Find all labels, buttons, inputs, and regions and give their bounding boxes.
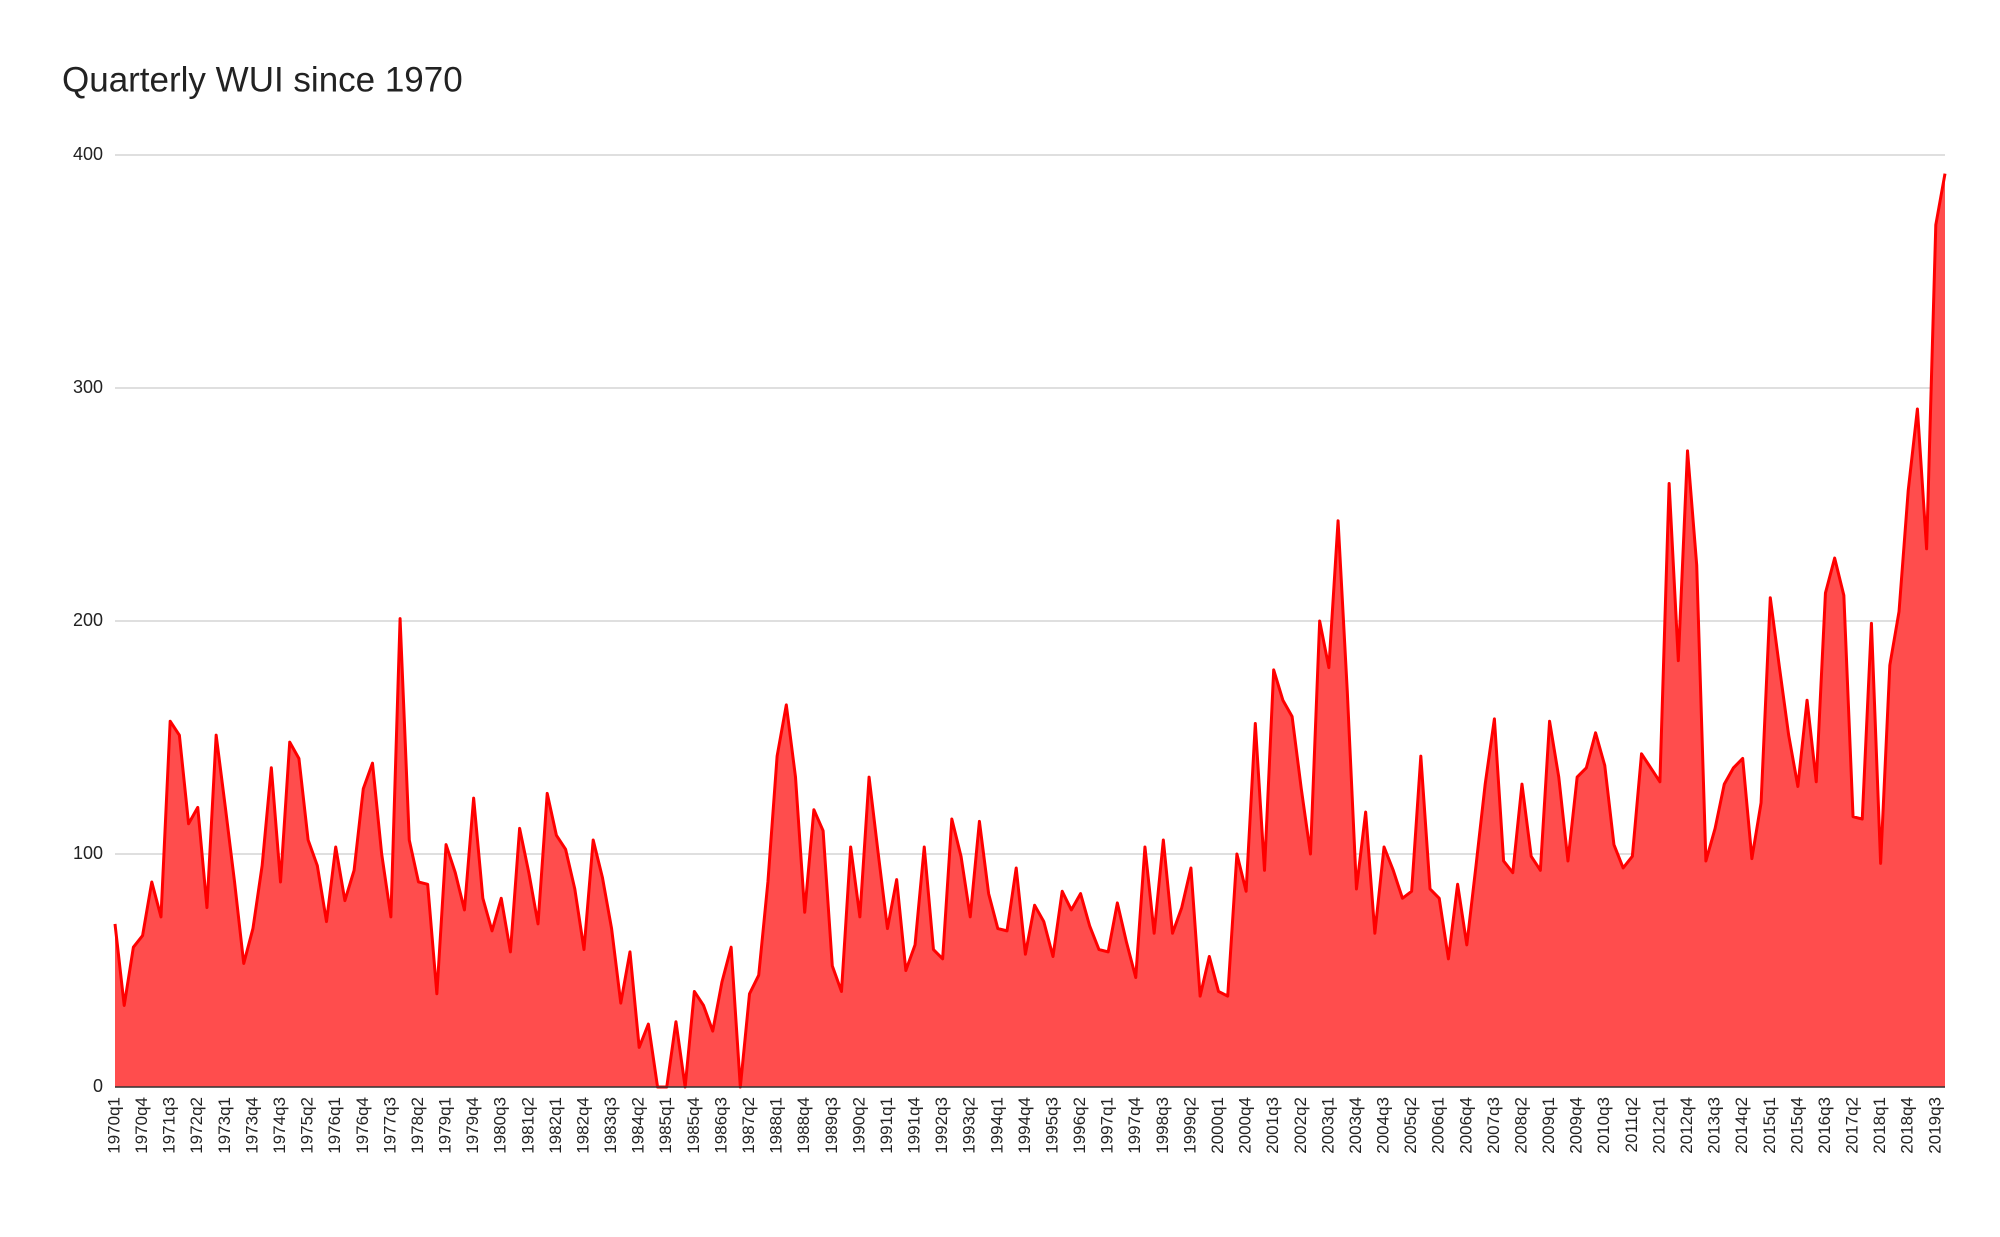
x-tick-label: 1973q1 xyxy=(215,1097,234,1154)
x-tick-label: 2001q3 xyxy=(1263,1097,1282,1154)
x-tick-label: 1980q3 xyxy=(491,1097,510,1154)
x-tick-label: 2008q2 xyxy=(1511,1097,1530,1154)
y-tick-label: 300 xyxy=(73,377,103,397)
x-tick-label: 1985q4 xyxy=(684,1097,703,1154)
x-tick-label: 2017q2 xyxy=(1843,1097,1862,1154)
x-tick-label: 2003q4 xyxy=(1346,1097,1365,1154)
x-tick-label: 1994q4 xyxy=(1015,1097,1034,1154)
x-tick-label: 1979q1 xyxy=(436,1097,455,1154)
x-tick-label: 1993q2 xyxy=(960,1097,979,1154)
x-tick-label: 2013q3 xyxy=(1705,1097,1724,1154)
x-tick-label: 2002q2 xyxy=(1291,1097,1310,1154)
x-tick-label: 1982q1 xyxy=(546,1097,565,1154)
x-tick-label: 2005q2 xyxy=(1401,1097,1420,1154)
x-tick-label: 1997q4 xyxy=(1125,1097,1144,1154)
y-tick-label: 200 xyxy=(73,610,103,630)
x-tick-label: 1988q4 xyxy=(794,1097,813,1154)
x-tick-label: 2015q4 xyxy=(1787,1097,1806,1154)
x-tick-label: 1976q4 xyxy=(353,1097,372,1154)
x-tick-label: 1991q1 xyxy=(877,1097,896,1154)
x-tick-label: 1981q2 xyxy=(518,1097,537,1154)
x-tick-label: 1998q3 xyxy=(1153,1097,1172,1154)
x-tick-label: 1976q1 xyxy=(325,1097,344,1154)
x-tick-label: 1973q4 xyxy=(242,1097,261,1154)
x-tick-label: 2006q1 xyxy=(1429,1097,1448,1154)
x-tick-label: 1987q2 xyxy=(739,1097,758,1154)
x-tick-label: 1971q3 xyxy=(160,1097,179,1154)
x-tick-label: 1985q1 xyxy=(656,1097,675,1154)
x-tick-label: 1970q4 xyxy=(132,1097,151,1154)
x-tick-label: 1977q3 xyxy=(380,1097,399,1154)
x-tick-label: 1983q3 xyxy=(601,1097,620,1154)
x-tick-label: 1972q2 xyxy=(187,1097,206,1154)
y-tick-label: 0 xyxy=(93,1076,103,1096)
x-tick-label: 2000q4 xyxy=(1236,1097,1255,1154)
x-tick-label: 1986q3 xyxy=(711,1097,730,1154)
x-tick-label: 1978q2 xyxy=(408,1097,427,1154)
x-tick-label: 1996q2 xyxy=(1070,1097,1089,1154)
x-tick-label: 2006q4 xyxy=(1456,1097,1475,1154)
x-tick-label: 1995q3 xyxy=(1042,1097,1061,1154)
x-tick-label: 1988q1 xyxy=(767,1097,786,1154)
x-tick-label: 1984q2 xyxy=(629,1097,648,1154)
line xyxy=(113,173,1947,1089)
x-tick-label: 1982q4 xyxy=(573,1097,592,1154)
y-tick-label: 100 xyxy=(73,843,103,863)
x-tick-label: 2014q2 xyxy=(1732,1097,1751,1154)
x-tick-label: 2016q3 xyxy=(1815,1097,1834,1154)
x-tick-label: 2012q1 xyxy=(1649,1097,1668,1154)
x-tick-label: 2009q1 xyxy=(1539,1097,1558,1154)
x-tick-label: 2011q2 xyxy=(1622,1097,1641,1152)
x-tick-label: 2015q1 xyxy=(1760,1097,1779,1154)
x-tick-label: 1979q4 xyxy=(463,1097,482,1154)
x-tick-label: 2004q3 xyxy=(1374,1097,1393,1154)
x-tick-label: 2009q4 xyxy=(1567,1097,1586,1154)
x-tick-label: 1994q1 xyxy=(987,1097,1006,1154)
x-tick-label: 1974q3 xyxy=(270,1097,289,1154)
x-tick-label: 1992q3 xyxy=(932,1097,951,1154)
x-tick-label: 2000q1 xyxy=(1208,1097,1227,1154)
x-tick-label: 1989q3 xyxy=(822,1097,841,1154)
x-tick-label: 2010q3 xyxy=(1594,1097,1613,1154)
x-tick-label: 2019q3 xyxy=(1925,1097,1944,1154)
x-tick-label: 1999q2 xyxy=(1180,1097,1199,1154)
x-tick-label: 2018q4 xyxy=(1898,1097,1917,1154)
x-tick-label: 1975q2 xyxy=(298,1097,317,1154)
x-tick-label: 2018q1 xyxy=(1870,1097,1889,1154)
x-tick-label: 1970q1 xyxy=(104,1097,123,1154)
x-tick-label: 1990q2 xyxy=(849,1097,868,1154)
area xyxy=(115,173,1945,1087)
x-tick-label: 1997q1 xyxy=(1098,1097,1117,1154)
x-tick-label: 2003q1 xyxy=(1318,1097,1337,1154)
x-tick-label: 2007q3 xyxy=(1484,1097,1503,1154)
chart-title: Quarterly WUI since 1970 xyxy=(62,60,463,99)
x-tick-label: 1991q4 xyxy=(905,1097,924,1154)
x-tick-label: 2012q4 xyxy=(1677,1097,1696,1154)
y-tick-label: 400 xyxy=(73,144,103,164)
